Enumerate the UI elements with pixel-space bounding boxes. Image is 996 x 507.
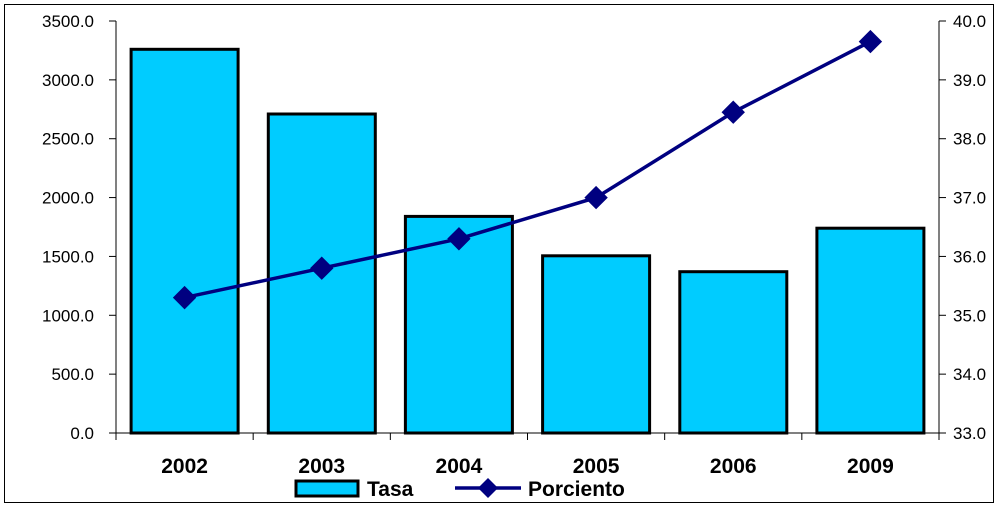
bar-2004 (403, 214, 514, 435)
porciento-point-2005 (584, 185, 608, 210)
bar-2006 (678, 270, 789, 435)
legend-marker-porciento (478, 478, 498, 498)
left-tick-label: 3500.0 (42, 12, 94, 31)
legend-label-porciento: Porciento (528, 478, 625, 501)
right-tick-label: 39.0 (953, 71, 986, 90)
porciento-point-2002 (172, 285, 197, 310)
porciento-point-2004 (447, 227, 471, 251)
legend-swatch-tasa (294, 479, 360, 498)
combo-chart: 0.0 500.0 1000.0 1500.0 2000.0 2500.0 3000.0 35… (42, 12, 986, 501)
right-tick-label: 37.0 (953, 189, 986, 208)
porciento-point-2006 (721, 100, 745, 124)
bar-2009 (815, 226, 926, 435)
left-tick-label: 1500.0 (42, 247, 94, 266)
left-tick-label: 2000.0 (42, 189, 94, 208)
right-tick-label: 34.0 (953, 365, 986, 384)
left-tick-label: 500.0 (51, 365, 94, 384)
porciento-point-2003 (310, 256, 334, 280)
right-tick-label: 40.0 (953, 12, 986, 31)
right-tick-label: 36.0 (953, 247, 986, 266)
left-tick-label: 3000.0 (42, 71, 94, 90)
left-tick-label: 0.0 (70, 424, 94, 443)
porciento-point-2009 (858, 29, 883, 54)
x-tick-label: 2009 (847, 455, 894, 478)
left-tick-label: 1000.0 (42, 306, 94, 325)
right-tick-label: 35.0 (953, 306, 986, 325)
porciento-line (184, 40, 872, 300)
x-tick-label: 2003 (298, 455, 345, 478)
right-tick-label: 38.0 (953, 130, 986, 149)
chart-frame: 0.0 500.0 1000.0 1500.0 2000.0 2500.0 3000.0 35… (4, 4, 994, 503)
legend-label-tasa: Tasa (367, 478, 414, 501)
x-tick-label: 2004 (436, 455, 483, 478)
right-tick-label: 33.0 (953, 424, 986, 443)
left-tick-label: 2500.0 (42, 130, 94, 149)
x-tick-label: 2002 (161, 455, 208, 478)
x-tick-label: 2006 (710, 455, 757, 478)
x-tick-label: 2005 (573, 455, 620, 478)
bar-2005 (541, 254, 652, 435)
bar-2002 (129, 47, 240, 435)
